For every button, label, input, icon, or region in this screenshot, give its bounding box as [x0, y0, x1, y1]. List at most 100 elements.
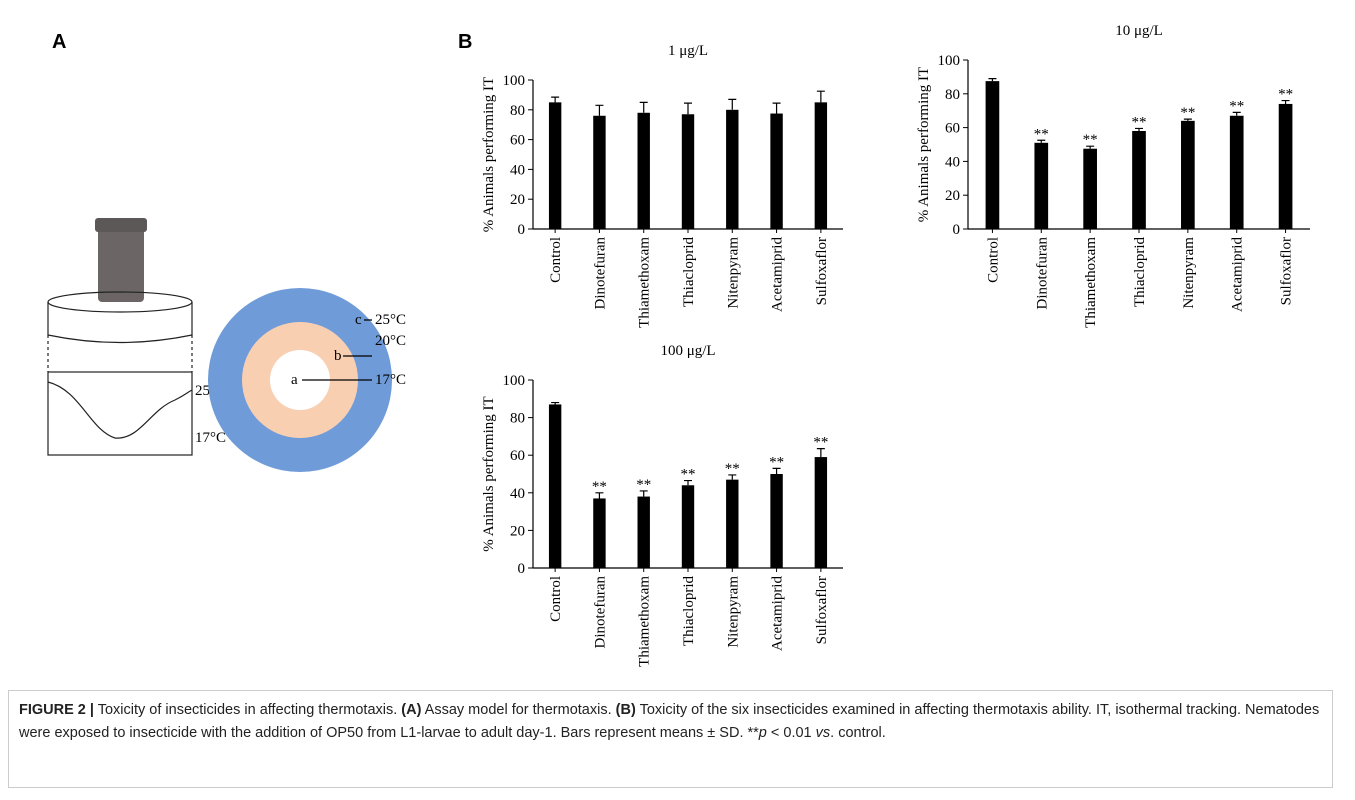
x-tick-label: Control: [548, 576, 564, 622]
bar: [726, 110, 738, 229]
x-tick-label: Nitenpyram: [1181, 237, 1197, 309]
x-tick-label: Control: [548, 237, 564, 283]
bar: [682, 485, 694, 568]
error-bar: [684, 103, 692, 114]
y-tick-label: 60: [510, 133, 525, 149]
chart-title: 1 μg/L: [668, 43, 708, 59]
x-tick-label: Sulfoxaflor: [1279, 237, 1295, 305]
x-tick-label: Thiamethoxam: [637, 237, 653, 328]
y-tick-label: 60: [945, 121, 960, 137]
ring-label: c: [355, 312, 362, 328]
bar: [1034, 143, 1048, 229]
ring-temp: 17°C: [375, 372, 406, 388]
y-tick-label: 20: [510, 192, 525, 208]
significance: **: [1278, 87, 1293, 103]
y-tick-label: 20: [510, 523, 525, 539]
caption-text: Assay model for thermotaxis.: [421, 702, 615, 718]
y-tick-label: 80: [510, 103, 525, 119]
x-tick-label: Dinotefuran: [592, 237, 608, 310]
panel-label: A: [52, 31, 66, 53]
bar: [1083, 149, 1097, 229]
significance: **: [813, 435, 828, 451]
y-tick-label: 60: [510, 448, 525, 464]
y-tick-label: 40: [510, 486, 525, 502]
significance: **: [636, 477, 651, 493]
error-bar: [773, 103, 781, 113]
significance: **: [725, 461, 740, 477]
x-tick-label: Control: [985, 237, 1001, 283]
significance: **: [1034, 126, 1049, 142]
y-tick-label: 0: [953, 222, 961, 238]
figure: A B 25°C 17°C c b a 25°C 20°C 17°C 1 μg/…: [0, 0, 1355, 690]
bar: [1181, 121, 1195, 229]
panel-label: B: [458, 31, 472, 53]
chart-title: 10 μg/L: [1115, 23, 1163, 39]
caption-text: (B): [616, 702, 636, 718]
x-tick-label: Sulfoxaflor: [814, 237, 830, 305]
y-axis-label: % Animals performing IT: [916, 67, 932, 222]
bar: [682, 114, 694, 229]
significance: **: [681, 467, 696, 483]
caption-text: vs: [816, 725, 831, 741]
x-tick-label: Nitenpyram: [725, 237, 741, 309]
significance: **: [1132, 114, 1147, 130]
bar: [815, 102, 827, 229]
significance: **: [1083, 132, 1098, 148]
significance: **: [592, 479, 607, 495]
caption-text: p: [759, 725, 767, 741]
y-tick-label: 40: [945, 154, 960, 170]
y-tick-label: 80: [945, 87, 960, 103]
bar: [593, 498, 605, 568]
bar: [549, 102, 561, 229]
y-tick-label: 100: [938, 53, 961, 69]
caption-text: FIGURE 2 |: [19, 702, 94, 718]
chart-title: 100 μg/L: [660, 343, 715, 359]
error-bar: [551, 403, 559, 405]
significance: **: [1229, 98, 1244, 114]
error-bar: [728, 99, 736, 109]
bar: [770, 114, 782, 229]
caption-text: Toxicity of insecticides in affecting th…: [94, 702, 401, 718]
error-bar: [817, 91, 825, 102]
bar: [1230, 116, 1244, 229]
ring-label: a: [291, 372, 298, 388]
error-bar: [595, 105, 603, 115]
y-axis-label: % Animals performing IT: [481, 396, 497, 551]
bar: [726, 480, 738, 568]
error-bar: [551, 97, 559, 102]
plate-diagram: [48, 218, 192, 455]
y-tick-label: 80: [510, 411, 525, 427]
bar: [593, 116, 605, 229]
temp-label: 17°C: [195, 430, 226, 446]
y-tick-label: 40: [510, 162, 525, 178]
y-tick-label: 20: [945, 188, 960, 204]
error-bar: [988, 79, 996, 82]
error-bar: [640, 102, 648, 112]
x-tick-label: Thiacloprid: [681, 576, 697, 646]
y-tick-label: 0: [518, 561, 526, 577]
x-tick-label: Thiamethoxam: [1083, 237, 1099, 328]
x-tick-label: Acetamiprid: [770, 576, 786, 651]
bar: [986, 81, 1000, 229]
ring-temp: 25°C: [375, 312, 406, 328]
y-tick-label: 0: [518, 222, 526, 238]
bar: [638, 497, 650, 568]
significance: **: [769, 454, 784, 470]
ring-diagram: [208, 288, 392, 472]
x-tick-label: Thiacloprid: [681, 237, 697, 307]
bar: [1132, 131, 1146, 229]
caption-text: . control.: [830, 725, 886, 741]
bar: [815, 457, 827, 568]
y-tick-label: 100: [503, 373, 526, 389]
y-axis-label: % Animals performing IT: [481, 77, 497, 232]
bar: [770, 474, 782, 568]
x-tick-label: Acetamiprid: [770, 237, 786, 312]
ring-label: b: [334, 348, 342, 364]
y-tick-label: 100: [503, 73, 526, 89]
x-tick-label: Thiacloprid: [1132, 237, 1148, 307]
x-tick-label: Nitenpyram: [725, 576, 741, 648]
x-tick-label: Dinotefuran: [592, 576, 608, 649]
significance: **: [1180, 105, 1195, 121]
x-tick-label: Sulfoxaflor: [814, 576, 830, 644]
caption-text: (A): [401, 702, 421, 718]
